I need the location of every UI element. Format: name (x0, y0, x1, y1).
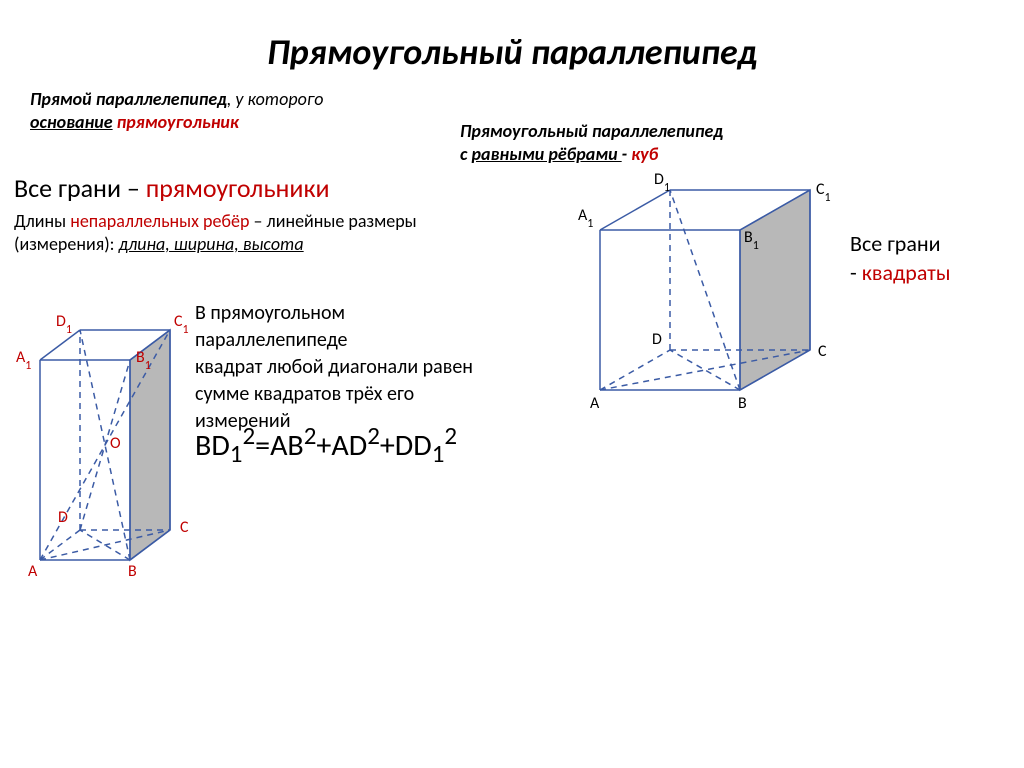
svg-text:O: O (110, 434, 121, 453)
page-title: Прямоугольный параллепипед (0, 0, 1024, 74)
f-p2: 2 (304, 420, 317, 451)
svg-text:C1: C1 (174, 312, 189, 337)
f-ab: =AB (255, 427, 304, 464)
dims-t2: непараллельных ребёр (70, 210, 249, 232)
svg-text:D1: D1 (56, 312, 72, 337)
def-right-cube: куб (631, 143, 658, 165)
faces-left: Все грани – прямоугольники (14, 172, 330, 204)
def-right-l2u: равными рёбрами (471, 143, 621, 165)
diagonal-formula: BD12=AB2+AD2+DD12 (195, 420, 457, 469)
definition-right: Прямоугольный параллелепипед с равными р… (460, 120, 910, 165)
def-left-prefix: Прямой параллелепипед (30, 88, 227, 110)
faces-right-t1: Все грани (850, 230, 941, 257)
dims-t1: Длины (14, 210, 70, 232)
dims-t4: длина, ширина, высота (119, 233, 304, 255)
dimensions-text: Длины непараллельных ребёр – линейные ра… (14, 210, 474, 257)
definition-left: Прямой параллелепипед, у которого основа… (30, 88, 323, 133)
def-right-l2b: - (622, 143, 632, 165)
diagonal-theorem: В прямоугольном параллелепипеде квадрат … (195, 300, 495, 435)
svg-text:A: A (28, 562, 38, 581)
svg-text:B: B (128, 562, 137, 581)
def-left-mid: , у которого (227, 88, 324, 110)
f-s2: 1 (432, 438, 445, 469)
svg-text:D1: D1 (654, 170, 670, 195)
svg-text:C: C (818, 342, 827, 361)
svg-text:A: A (590, 394, 600, 413)
f-p3: 2 (367, 420, 380, 451)
def-right-l2a: с (460, 143, 471, 165)
def-left-rect: прямоугольник (117, 111, 239, 133)
svg-text:A1: A1 (16, 348, 31, 373)
f-dd: +DD (380, 427, 432, 464)
def-left-basis: основание (30, 111, 113, 133)
svg-text:A1: A1 (578, 206, 593, 231)
cube-diagram: ABCDA1B1C1D1 (560, 170, 850, 420)
svg-text:C1: C1 (816, 180, 831, 205)
faces-right-t3: квадраты (862, 259, 951, 286)
svg-text:C: C (180, 518, 189, 537)
f-s1: 1 (230, 438, 243, 469)
f-p4: 2 (444, 420, 457, 451)
faces-left-t1: Все грани – (14, 172, 146, 204)
svg-text:D: D (652, 330, 662, 349)
theorem-l1: В прямоугольном параллелепипеде (195, 301, 348, 352)
faces-right-t2: - (850, 259, 862, 286)
def-right-l1: Прямоугольный параллелепипед (460, 120, 723, 142)
f-p1: 2 (242, 420, 255, 451)
faces-right: Все грани - квадраты (850, 230, 950, 287)
parallelepiped-diagram: ABCDA1B1C1D1O (10, 300, 200, 590)
svg-text:B: B (738, 394, 747, 413)
f-ad: +AD (316, 427, 367, 464)
f-bd: BD (195, 427, 230, 464)
faces-left-t2: прямоугольники (146, 172, 330, 204)
svg-text:D: D (58, 508, 68, 527)
